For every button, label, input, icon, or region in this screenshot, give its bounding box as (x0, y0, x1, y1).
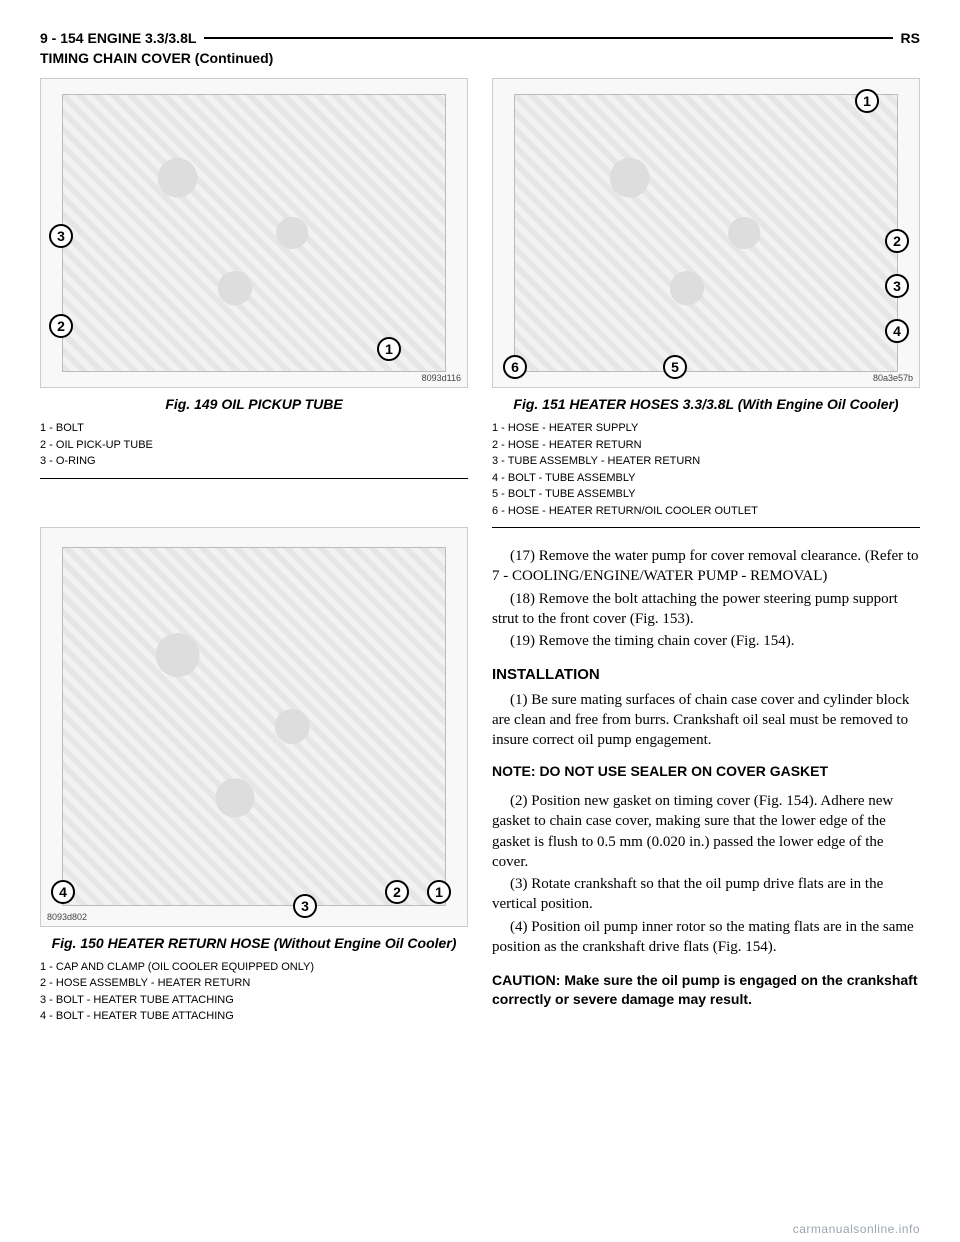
callout-4: 4 (51, 880, 75, 904)
figure-id: 8093d116 (422, 373, 461, 383)
legend-item: 6 - HOSE - HEATER RETURN/OIL COOLER OUTL… (492, 503, 920, 520)
figure-id: 8093d802 (47, 912, 87, 922)
engine-illustration (62, 94, 445, 371)
figure-151-legend: 1 - HOSE - HEATER SUPPLY 2 - HOSE - HEAT… (492, 420, 920, 519)
figure-151-caption: Fig. 151 HEATER HOSES 3.3/3.8L (With Eng… (492, 396, 920, 412)
header-left: 9 - 154 ENGINE 3.3/3.8L (40, 30, 196, 46)
figure-149: 3 2 1 8093d116 (40, 78, 468, 388)
figure-149-caption: Fig. 149 OIL PICKUP TUBE (40, 396, 468, 412)
legend-item: 2 - HOSE ASSEMBLY - HEATER RETURN (40, 975, 468, 992)
callout-3: 3 (49, 224, 73, 248)
right-column: 1 2 3 4 5 6 80a3e57b Fig. 151 HEATER HOS… (492, 78, 920, 1025)
two-column-layout: 3 2 1 8093d116 Fig. 149 OIL PICKUP TUBE … (40, 78, 920, 1025)
left-column: 3 2 1 8093d116 Fig. 149 OIL PICKUP TUBE … (40, 78, 468, 1025)
figure-id: 80a3e57b (873, 373, 913, 383)
separator (492, 527, 920, 528)
separator (40, 478, 468, 479)
step-19: (19) Remove the timing chain cover (Fig.… (492, 631, 920, 651)
engine-illustration (62, 547, 445, 905)
legend-item: 3 - O-RING (40, 453, 468, 470)
legend-item: 1 - HOSE - HEATER SUPPLY (492, 420, 920, 437)
legend-item: 4 - BOLT - HEATER TUBE ATTACHING (40, 1008, 468, 1025)
procedure-text: (17) Remove the water pump for cover rem… (492, 546, 920, 1009)
callout-1: 1 (855, 89, 879, 113)
callout-3: 3 (293, 894, 317, 918)
callout-3: 3 (885, 274, 909, 298)
callout-6: 6 (503, 355, 527, 379)
legend-item: 1 - CAP AND CLAMP (OIL COOLER EQUIPPED O… (40, 959, 468, 976)
callout-2: 2 (49, 314, 73, 338)
legend-item: 1 - BOLT (40, 420, 468, 437)
note: NOTE: DO NOT USE SEALER ON COVER GASKET (492, 762, 920, 781)
callout-5: 5 (663, 355, 687, 379)
callout-4: 4 (885, 319, 909, 343)
header-sub: TIMING CHAIN COVER (Continued) (40, 50, 920, 66)
install-step-3: (3) Rotate crankshaft so that the oil pu… (492, 874, 920, 915)
figure-150-legend: 1 - CAP AND CLAMP (OIL COOLER EQUIPPED O… (40, 959, 468, 1025)
install-step-1: (1) Be sure mating surfaces of chain cas… (492, 690, 920, 751)
page-header: 9 - 154 ENGINE 3.3/3.8L RS (40, 30, 920, 46)
watermark: carmanualsonline.info (793, 1222, 920, 1236)
figure-150: 4 3 2 1 8093d802 (40, 527, 468, 927)
figure-151: 1 2 3 4 5 6 80a3e57b (492, 78, 920, 388)
install-step-4: (4) Position oil pump inner rotor so the… (492, 917, 920, 958)
caution: CAUTION: Make sure the oil pump is engag… (492, 971, 920, 1009)
legend-item: 2 - OIL PICK-UP TUBE (40, 437, 468, 454)
callout-1: 1 (427, 880, 451, 904)
step-17: (17) Remove the water pump for cover rem… (492, 546, 920, 587)
callout-2: 2 (885, 229, 909, 253)
legend-item: 3 - TUBE ASSEMBLY - HEATER RETURN (492, 453, 920, 470)
callout-2: 2 (385, 880, 409, 904)
engine-illustration (514, 94, 897, 371)
step-18: (18) Remove the bolt attaching the power… (492, 589, 920, 630)
installation-heading: INSTALLATION (492, 665, 920, 685)
legend-item: 4 - BOLT - TUBE ASSEMBLY (492, 470, 920, 487)
legend-item: 2 - HOSE - HEATER RETURN (492, 437, 920, 454)
header-rule (204, 37, 892, 39)
figure-150-caption: Fig. 150 HEATER RETURN HOSE (Without Eng… (40, 935, 468, 951)
legend-item: 5 - BOLT - TUBE ASSEMBLY (492, 486, 920, 503)
figure-149-legend: 1 - BOLT 2 - OIL PICK-UP TUBE 3 - O-RING (40, 420, 468, 470)
legend-item: 3 - BOLT - HEATER TUBE ATTACHING (40, 992, 468, 1009)
header-right: RS (901, 30, 920, 46)
install-step-2: (2) Position new gasket on timing cover … (492, 791, 920, 872)
callout-1: 1 (377, 337, 401, 361)
